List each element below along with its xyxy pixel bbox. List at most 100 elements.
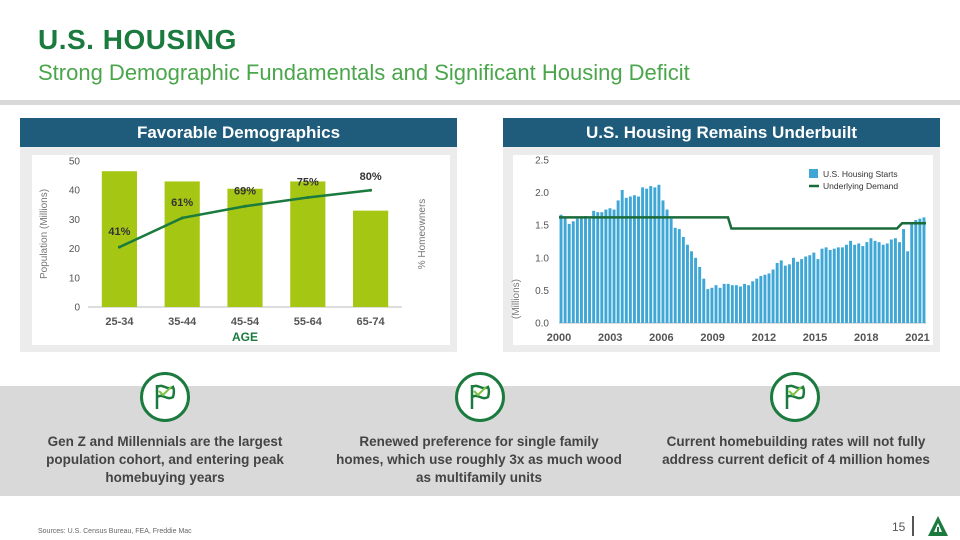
- y-tick-label: 40: [69, 186, 81, 197]
- starts-bar: [893, 238, 897, 323]
- starts-bar: [812, 252, 816, 323]
- starts-bar: [861, 246, 865, 323]
- bar: [353, 210, 389, 307]
- starts-bar: [816, 259, 820, 323]
- starts-bar: [840, 247, 844, 323]
- starts-bar: [804, 256, 808, 323]
- caption-deficit: Current homebuilding rates will not full…: [662, 434, 930, 467]
- starts-bar: [596, 212, 600, 323]
- starts-bar: [824, 247, 828, 323]
- starts-bar: [641, 187, 645, 323]
- x-tick-label: 55-64: [294, 316, 323, 328]
- y-tick-label: 0.0: [535, 319, 549, 330]
- flag-icon: [770, 372, 820, 422]
- caption-demographics: Gen Z and Millennials are the largest po…: [46, 434, 284, 485]
- homeowners-point: [306, 196, 310, 199]
- starts-bar: [592, 210, 596, 323]
- y-tick-label: 1.5: [535, 221, 549, 232]
- starts-bar: [563, 217, 567, 323]
- page-title: U.S. HOUSING: [38, 24, 237, 55]
- starts-bar: [616, 200, 620, 323]
- caption-single-family: Renewed preference for single family hom…: [336, 434, 622, 485]
- starts-bar: [718, 287, 722, 323]
- starts-bar: [898, 242, 901, 323]
- starts-bar: [783, 265, 787, 323]
- header-divider: [0, 100, 960, 105]
- starts-bar: [588, 218, 592, 323]
- y-tick-label: 30: [69, 215, 81, 226]
- housing-starts-chart: 0.0 0.5 1.0 1.5 2.0 2.5 (Millions) 2000 2003 2006…: [511, 156, 930, 345]
- starts-bar: [714, 285, 718, 323]
- page-divider: [912, 516, 914, 536]
- starts-bar: [796, 261, 800, 323]
- starts-bar: [743, 283, 747, 323]
- starts-bar: [698, 266, 702, 323]
- starts-bar: [702, 278, 706, 323]
- starts-bar: [779, 260, 783, 323]
- starts-bar: [832, 248, 836, 323]
- bar: [290, 181, 326, 307]
- starts-bar: [604, 209, 608, 323]
- starts-bar: [632, 195, 636, 323]
- starts-bar: [685, 244, 689, 323]
- starts-bar: [775, 263, 779, 323]
- flag-icon: [455, 372, 505, 422]
- x-tick-label: 2012: [752, 332, 776, 344]
- starts-bar: [669, 218, 673, 323]
- homeowners-data-label: 69%: [234, 185, 256, 197]
- starts-bar: [600, 212, 604, 323]
- starts-bar: [575, 218, 579, 323]
- starts-bar: [734, 285, 738, 323]
- page-subtitle: Strong Demographic Fundamentals and Sign…: [38, 60, 690, 85]
- starts-bar: [584, 216, 587, 323]
- starts-bar: [694, 257, 698, 323]
- starts-bar: [738, 286, 742, 323]
- starts-bar: [559, 214, 563, 323]
- sources-note: Sources: U.S. Census Bureau, FEA, Freddi…: [38, 528, 192, 535]
- y-axis-label: (Millions): [511, 279, 522, 319]
- starts-bar: [755, 278, 759, 323]
- starts-bar: [612, 209, 616, 323]
- starts-bar: [873, 240, 877, 323]
- y-tick-label: 2.5: [535, 156, 549, 167]
- starts-bar: [649, 186, 653, 323]
- starts-bar: [877, 242, 881, 323]
- starts-bar: [857, 243, 861, 323]
- starts-bar: [657, 184, 661, 323]
- y-tick-label: 2.0: [535, 188, 549, 199]
- x-tick-label: 2003: [598, 332, 622, 344]
- starts-bar: [710, 287, 714, 323]
- y-axis-label: Population (Millions): [39, 189, 50, 279]
- starts-bar: [665, 209, 669, 323]
- starts-bar: [730, 285, 734, 323]
- homeowners-data-label: 41%: [108, 226, 130, 238]
- starts-bar: [673, 227, 677, 323]
- starts-bar: [751, 281, 755, 323]
- starts-bar: [653, 187, 657, 323]
- y-tick-label: 0.5: [535, 286, 549, 297]
- y-tick-label: 50: [69, 157, 81, 168]
- starts-bar: [885, 243, 889, 323]
- starts-bar: [722, 283, 726, 323]
- starts-bar: [681, 236, 685, 323]
- starts-bar: [849, 240, 853, 323]
- left-panel-header: Favorable Demographics: [20, 118, 457, 147]
- legend-starts-swatch: [809, 169, 818, 178]
- homeowners-data-label: 75%: [297, 177, 319, 189]
- starts-bar: [808, 255, 812, 323]
- starts-bar: [747, 285, 751, 323]
- starts-bar: [767, 273, 771, 323]
- y-tick-label: 20: [69, 244, 81, 255]
- starts-bar: [792, 257, 795, 323]
- bar: [164, 181, 200, 307]
- starts-bar: [787, 264, 791, 323]
- starts-bar: [759, 276, 763, 323]
- starts-bar: [845, 244, 848, 323]
- x-axis-label: AGE: [232, 330, 258, 344]
- y2-axis-label: % Homeowners: [417, 199, 428, 270]
- starts-bar: [800, 259, 804, 323]
- starts-bar: [853, 244, 857, 323]
- starts-bar: [690, 251, 693, 323]
- x-tick-label: 35-44: [168, 316, 197, 328]
- logo-icon: [928, 516, 948, 536]
